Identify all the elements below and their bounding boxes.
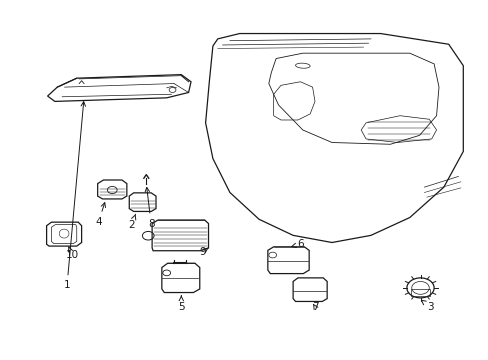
Text: 9: 9 [199,247,208,257]
Text: 10: 10 [65,247,78,260]
Text: 7: 7 [311,302,318,312]
Text: 2: 2 [128,214,136,230]
Text: 5: 5 [178,296,184,312]
Text: 3: 3 [421,300,433,312]
Text: 4: 4 [95,203,105,227]
Text: 6: 6 [291,239,303,249]
Text: 8: 8 [145,188,154,229]
Text: 1: 1 [63,102,85,291]
